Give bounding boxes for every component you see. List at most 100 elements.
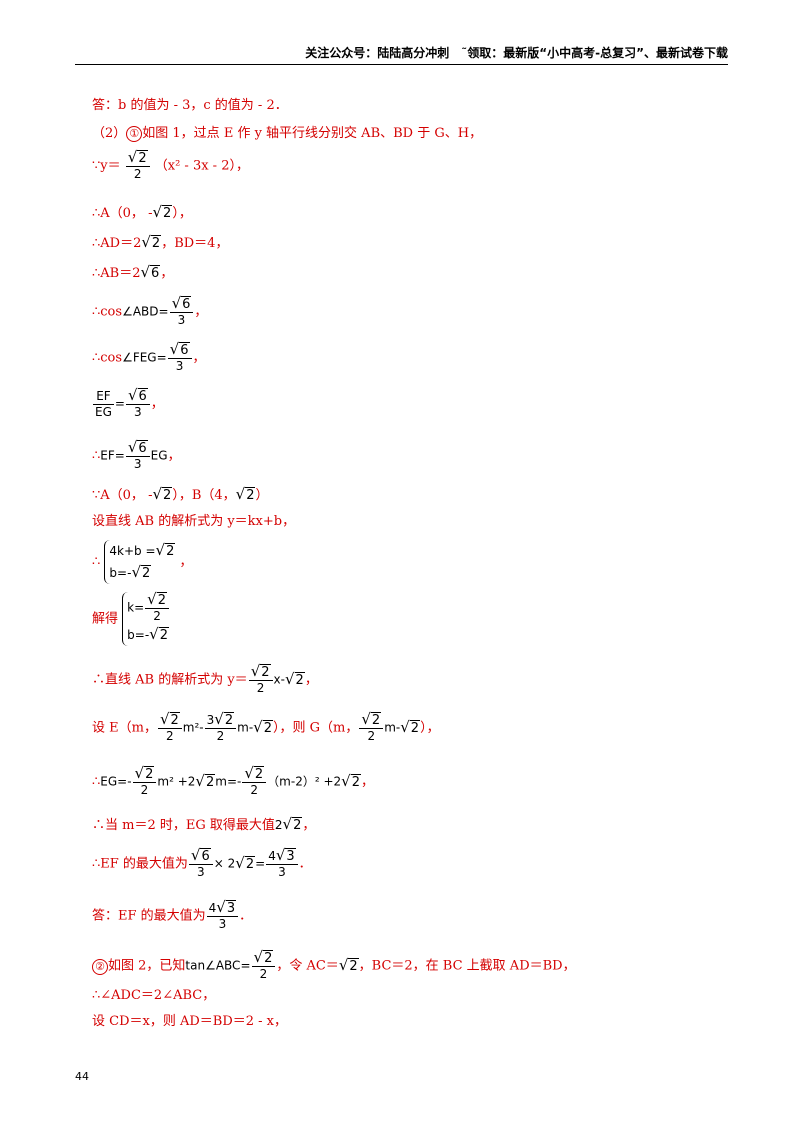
- fraction: √6 3: [125, 440, 150, 472]
- fraction: √2 2: [157, 712, 182, 744]
- text: ，: [361, 774, 375, 790]
- text: 解得: [92, 611, 119, 627]
- sqrt: √2: [235, 485, 256, 503]
- text: ，BC＝2，在 BC 上截取 AD＝BD，: [358, 958, 576, 974]
- text: ∴AB＝2: [92, 266, 141, 281]
- fraction: 3√2 2: [204, 712, 237, 744]
- math: EG: [150, 448, 168, 463]
- text: ∴当 m＝2 时，EG 取得最大值: [92, 818, 275, 833]
- ef-eg-ratio: EF EG = √6 3，: [93, 386, 164, 419]
- text: ，: [304, 672, 318, 688]
- sqrt: √2: [338, 955, 359, 974]
- text: ），: [172, 206, 192, 221]
- sqrt: 2√2: [274, 815, 303, 833]
- fraction: √2 2: [248, 664, 273, 696]
- math: EG=-: [100, 774, 132, 789]
- math: m² +2: [157, 774, 196, 789]
- sqrt: √2: [341, 771, 361, 790]
- text: 如图 2，已知: [108, 958, 186, 974]
- text: ．: [298, 856, 312, 872]
- answer-ef: 答：EF 的最大值为 4√3 3 ．: [92, 900, 252, 932]
- cd-setup: 设 CD＝x，则 AD＝BD＝2 - x，: [92, 1014, 288, 1029]
- math: m-: [384, 720, 401, 735]
- math: x-: [273, 672, 285, 687]
- text: ），B（4，: [172, 488, 236, 503]
- fraction: 4√3 3: [206, 900, 239, 932]
- text: ∴: [92, 448, 101, 464]
- math: （m-2）² +2: [267, 774, 342, 789]
- text: ∴A（0， -: [92, 206, 153, 221]
- math: × 2: [213, 856, 236, 871]
- fraction: √2 2: [251, 950, 276, 982]
- math: EF=: [100, 448, 125, 463]
- fraction: √2 2: [125, 150, 150, 182]
- text: ．: [239, 908, 253, 924]
- fraction: √2 2: [359, 712, 384, 744]
- fraction: √6 3: [169, 296, 194, 328]
- math: m²-: [182, 720, 204, 735]
- point-e-g: 设 E（m， √2 2 m²- 3√2 2 m-√2），则 G（m， √2 2 m-√2），: [92, 712, 440, 744]
- text: ，: [192, 350, 206, 366]
- text: ∴cos: [92, 350, 123, 366]
- text: 答：EF 的最大值为: [92, 908, 206, 924]
- math: tan∠ABC=: [185, 958, 251, 973]
- text: ）: [255, 488, 269, 503]
- ab-length: ∴AB＝2√6，: [92, 262, 173, 284]
- sqrt: √2: [235, 853, 256, 872]
- text: ∴AD＝2: [92, 236, 142, 251]
- math: m-: [237, 720, 254, 735]
- part-label: （2）: [92, 126, 127, 141]
- angle-adc: ∴∠ADC＝2∠ABC，: [92, 988, 216, 1003]
- fraction: √6 3: [188, 848, 213, 880]
- text: ∴: [92, 554, 101, 570]
- eg-max: ∴当 m＝2 时，EG 取得最大值2√2，: [92, 814, 315, 836]
- eg-expression: ∴EG=- √2 2 m² +2√2m=- √2 2 （m-2）² +2√2，: [92, 766, 374, 798]
- text: ，: [167, 448, 181, 464]
- sqrt: √2: [195, 771, 216, 790]
- point-a: ∴A（0， -√2），: [92, 202, 192, 224]
- text: ∴cos: [92, 304, 123, 320]
- page-number: 44: [75, 1070, 89, 1083]
- math: ∠FEG=: [122, 350, 167, 365]
- sqrt: √2: [141, 233, 162, 251]
- system-equations: ∴ 4k+b =√2 b=-√2 ，: [92, 540, 193, 584]
- sqrt: √2: [152, 203, 173, 221]
- answer-b-c: 答：b 的值为 - 3，c 的值为 - 2．: [92, 98, 288, 113]
- parabola-line: ∵y＝ √2 2 （x² - 3x - 2），: [92, 150, 249, 182]
- cos-abd: ∴cos∠ABD= √6 3，: [92, 296, 207, 328]
- points-a-b: ∵A（0， -√2），B（4，√2）: [92, 484, 269, 506]
- sqrt: √2: [152, 485, 173, 503]
- sqrt: √6: [140, 263, 161, 281]
- ad-bd: ∴AD＝2√2，BD＝4，: [92, 232, 228, 254]
- sqrt: √2: [400, 717, 421, 736]
- text: ∵A（0， -: [92, 488, 153, 503]
- text: ），则 G（m，: [273, 720, 359, 736]
- sqrt: √2: [284, 669, 305, 688]
- math: ∠ABD=: [122, 304, 169, 319]
- text: 设 E（m，: [92, 720, 157, 736]
- sqrt: √2: [253, 717, 273, 736]
- cos-feg: ∴cos∠FEG= √6 3，: [92, 342, 206, 374]
- text: ∴EF 的最大值为: [92, 856, 188, 872]
- text: ，令 AC＝: [276, 958, 339, 974]
- text: ，: [150, 396, 164, 412]
- text: ），: [420, 720, 440, 736]
- fraction: √2 2: [132, 766, 157, 798]
- text: ，: [194, 304, 208, 320]
- circled-one: ①: [126, 126, 143, 142]
- part2-case2: ② 如图 2，已知tan∠ABC= √2 2 ，令 AC＝√2，BC＝2，在 BC 上截…: [92, 950, 576, 982]
- text: ，: [179, 554, 193, 570]
- equation-system: 4k+b =√2 b=-√2: [104, 540, 176, 584]
- part2-text: 如图 1，过点 E 作 y 轴平行线分别交 AB、BD 于 G、H，: [142, 126, 483, 141]
- ef-max: ∴EF 的最大值为 √6 3 × 2√2= 4√3 3 ．: [92, 846, 312, 880]
- text: ∵y＝: [92, 158, 121, 174]
- fraction: 4√3 3: [266, 848, 298, 880]
- circled-two: ②: [92, 958, 108, 975]
- text: ，BD＝4，: [161, 236, 229, 251]
- line-ab-setup: 设直线 AB 的解析式为 y＝kx+b，: [92, 514, 296, 529]
- ef-expression: ∴EF= √6 3 EG，: [92, 440, 181, 472]
- math: m=-: [215, 774, 242, 789]
- fraction: EF EG: [93, 388, 114, 419]
- text: ，: [160, 266, 174, 281]
- text: ，: [302, 818, 316, 833]
